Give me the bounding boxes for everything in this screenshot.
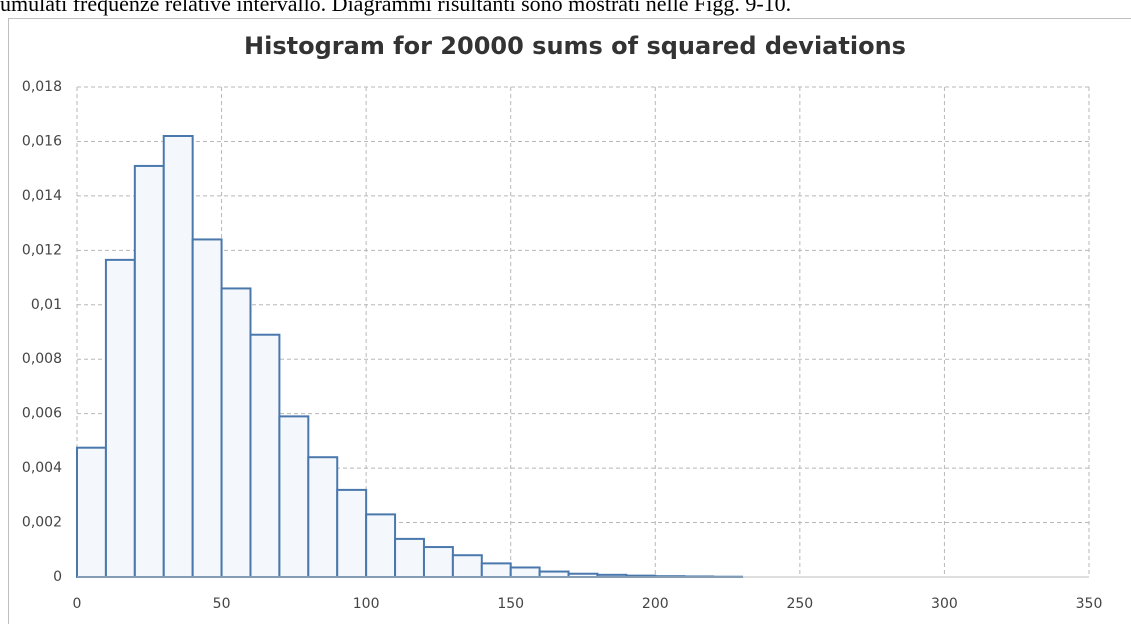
bar	[336, 488, 368, 578]
y-tick-label: 0,014	[22, 188, 62, 204]
bar	[249, 333, 281, 578]
y-tick-label: 0,018	[22, 79, 62, 95]
bar	[480, 562, 512, 579]
y-tick-label: 0	[53, 569, 62, 585]
x-tick-label: 0	[73, 596, 82, 612]
x-tick-label: 250	[786, 596, 813, 612]
bar	[509, 566, 541, 579]
x-tick-label: 300	[931, 596, 958, 612]
y-tick-label: 0,01	[31, 297, 62, 313]
y-tick-label: 0,006	[22, 406, 62, 422]
y-tick-label: 0,004	[22, 460, 62, 476]
x-tick-label: 50	[213, 596, 231, 612]
bar	[394, 537, 425, 579]
bar	[162, 135, 194, 578]
bar	[278, 415, 310, 578]
x-tick-label: 200	[642, 596, 669, 612]
y-tick-label: 0,012	[22, 242, 62, 258]
bar	[307, 456, 339, 579]
x-tick-label: 100	[353, 596, 380, 612]
bar	[191, 238, 223, 578]
page-text: umulati frequenze relative intervallo. D…	[0, 0, 791, 16]
bar	[76, 446, 107, 579]
y-tick-label: 0,016	[22, 133, 62, 149]
x-tick-label: 150	[497, 596, 524, 612]
bar	[365, 513, 397, 579]
x-tick-label: 350	[1076, 596, 1103, 612]
y-tick-label: 0,008	[22, 351, 62, 367]
y-tick-label: 0,002	[22, 515, 62, 531]
bar	[451, 554, 483, 579]
chart-title: Histogram for 20000 sums of squared devi…	[244, 32, 906, 60]
bar	[133, 164, 165, 578]
bar	[104, 258, 136, 578]
bar	[538, 570, 570, 578]
bar	[220, 287, 252, 578]
bar	[422, 546, 454, 578]
